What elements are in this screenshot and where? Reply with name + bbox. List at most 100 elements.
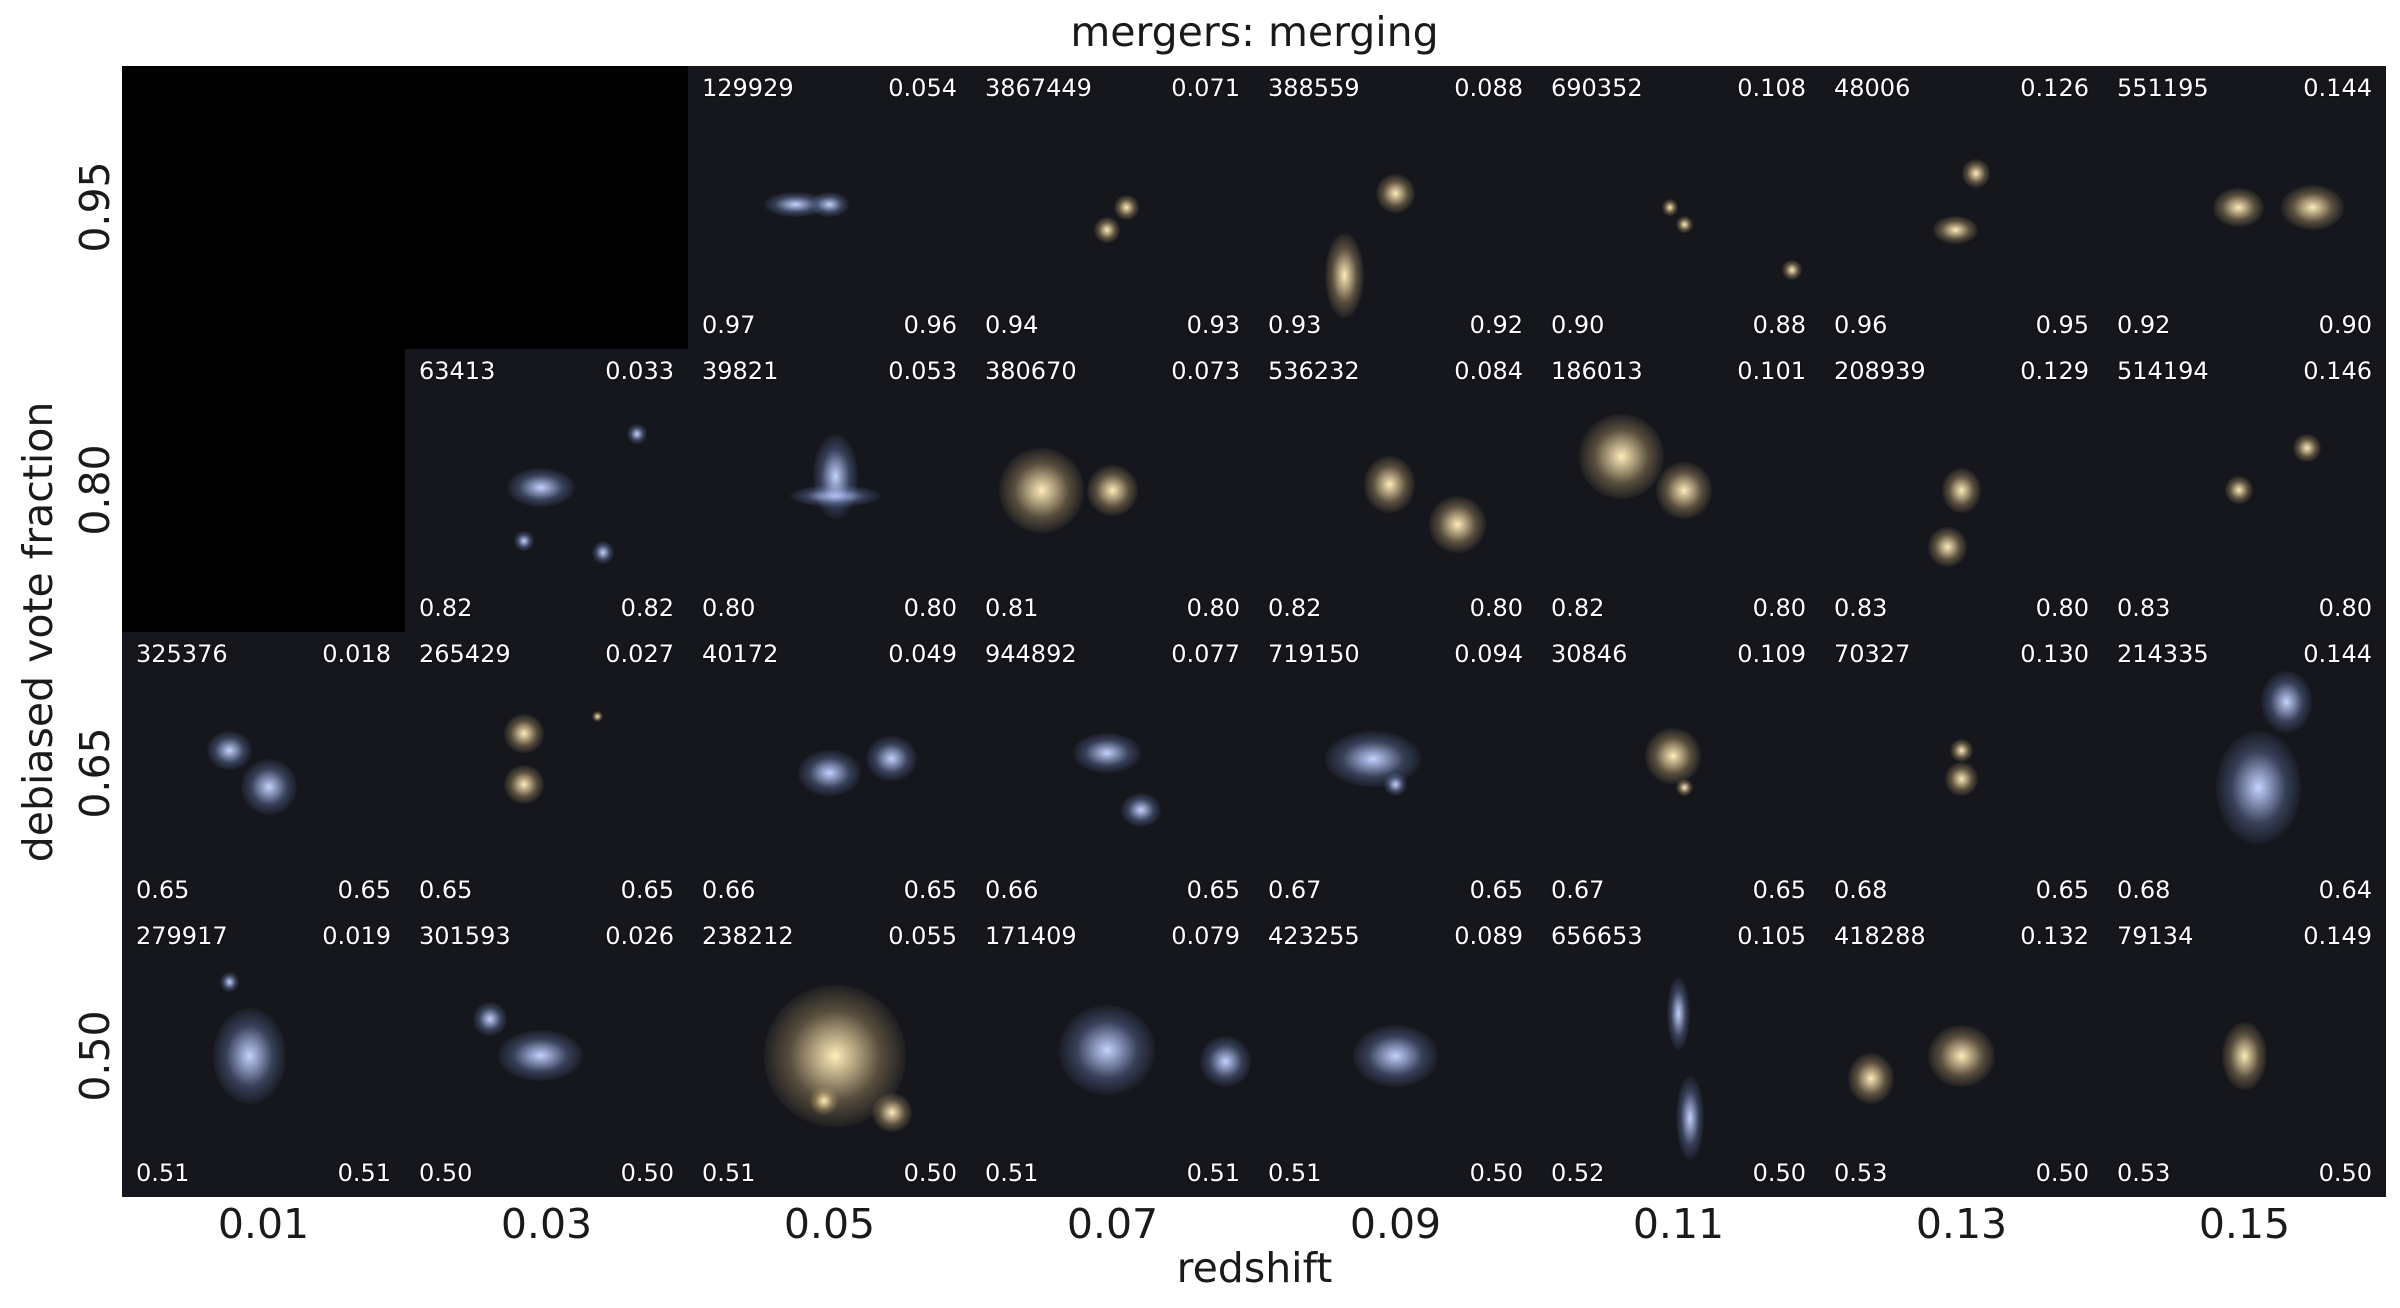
vote-fraction-left-label: 0.51	[985, 1159, 1039, 1187]
vote-fraction-left-label: 0.52	[1551, 1159, 1605, 1187]
galaxy-thumbnail: 129929 0.054 0.97 0.96	[688, 66, 971, 349]
galaxy-thumbnail: 418288 0.132 0.53 0.50	[1820, 914, 2103, 1197]
redshift-label: 0.084	[1454, 356, 1523, 385]
vote-fraction-right-label: 0.65	[1186, 876, 1240, 905]
galaxy-thumbnail: 279917 0.019 0.51 0.51	[122, 914, 405, 1197]
galaxy-blob	[2281, 184, 2344, 231]
vote-fraction-left-label: 0.80	[702, 593, 756, 622]
galaxy-thumbnail: 70327 0.130 0.68 0.65	[1820, 631, 2103, 915]
galaxy-thumbnail: 325376 0.018 0.65 0.65	[122, 631, 405, 915]
galaxy-blob	[498, 1030, 584, 1082]
galaxy-blob	[240, 758, 298, 816]
galaxy-thumbnail: 214335 0.144 0.68 0.64	[2103, 631, 2386, 915]
vote-fraction-left-label: 0.51	[1268, 1159, 1322, 1187]
redshift-label: 0.108	[1737, 74, 1806, 102]
x-tick-label: 0.09	[1349, 1200, 1442, 1248]
galaxy-blob	[1944, 761, 1979, 796]
vote-fraction-right-label: 0.50	[1469, 1159, 1523, 1187]
galaxy-blob	[1927, 1024, 1996, 1087]
galaxy-blob	[206, 730, 253, 771]
vote-fraction-left-label: 0.92	[2117, 310, 2171, 339]
galaxy-blob	[212, 1007, 287, 1104]
galaxy-blob	[1848, 1052, 1894, 1104]
vote-fraction-right-label: 0.51	[1186, 1159, 1240, 1187]
galaxy-thumbnail: 3867449 0.071 0.94 0.93	[971, 66, 1254, 349]
vote-fraction-right-label: 0.80	[1186, 593, 1240, 622]
redshift-label: 0.094	[1454, 639, 1523, 668]
redshift-label: 0.079	[1171, 922, 1240, 951]
x-tick-label: 0.13	[1915, 1200, 2008, 1248]
galaxy-blob	[1675, 1075, 1704, 1161]
galaxy-blob	[591, 710, 604, 723]
redshift-label: 0.053	[888, 356, 957, 385]
galaxy-blob	[1429, 495, 1487, 553]
x-tick-label: 0.15	[2198, 1200, 2291, 1248]
vote-fraction-right-label: 0.93	[1186, 310, 1240, 339]
galaxy-blob	[798, 750, 861, 796]
vote-fraction-right-label: 0.80	[1752, 593, 1806, 622]
object-id-label: 380670	[985, 356, 1077, 385]
galaxy-blob	[1675, 215, 1693, 233]
galaxy-blob	[1120, 792, 1161, 827]
galaxy-blob	[2213, 187, 2265, 228]
vote-fraction-right-label: 0.88	[1752, 310, 1806, 339]
x-tick-label: 0.11	[1632, 1200, 1725, 1248]
galaxy-blob	[1200, 1035, 1252, 1087]
galaxy-blob	[2224, 476, 2253, 505]
empty-cell	[122, 66, 405, 349]
galaxy-thumbnail: 63413 0.033 0.82 0.82	[405, 348, 688, 632]
galaxy-blob	[2216, 730, 2302, 844]
object-id-label: 214335	[2117, 639, 2209, 668]
vote-fraction-right-label: 0.65	[620, 876, 674, 905]
vote-fraction-right-label: 0.50	[1752, 1159, 1806, 1187]
galaxy-thumbnail: 536232 0.084 0.82 0.80	[1254, 348, 1537, 632]
vote-fraction-right-label: 0.80	[1469, 593, 1523, 622]
vote-fraction-left-label: 0.65	[136, 876, 190, 905]
vote-fraction-right-label: 0.64	[2318, 876, 2372, 905]
galaxy-blob	[1781, 259, 1802, 280]
vote-fraction-left-label: 0.96	[1834, 310, 1888, 339]
object-id-label: 388559	[1268, 74, 1360, 102]
x-axis-label: redshift	[1176, 1244, 1333, 1292]
vote-fraction-left-label: 0.81	[985, 593, 1039, 622]
galaxy-blob	[504, 764, 544, 805]
galaxy-blob	[1667, 976, 1690, 1051]
figure-title: mergers: merging	[1070, 8, 1439, 56]
vote-fraction-left-label: 0.97	[702, 310, 756, 339]
vote-fraction-right-label: 0.65	[2035, 876, 2089, 905]
object-id-label: 656653	[1551, 922, 1643, 951]
galaxy-blob	[999, 447, 1085, 533]
object-id-label: 186013	[1551, 356, 1643, 385]
galaxy-blob	[2261, 671, 2313, 734]
redshift-label: 0.049	[888, 639, 957, 668]
vote-fraction-right-label: 0.96	[903, 310, 957, 339]
object-id-label: 690352	[1551, 74, 1643, 102]
galaxy-image-grid: 129929 0.054 0.97 0.96 3867449 0.071 0.94 0.93 3…	[122, 66, 2386, 1197]
vote-fraction-left-label: 0.67	[1551, 876, 1605, 905]
empty-cell	[122, 348, 405, 632]
object-id-label: 39821	[702, 356, 779, 385]
galaxy-thumbnail: 39821 0.053 0.80 0.80	[688, 348, 971, 632]
y-tick-label: 0.95	[71, 161, 119, 254]
redshift-label: 0.033	[605, 356, 674, 385]
object-id-label: 3867449	[985, 74, 1092, 102]
redshift-label: 0.109	[1737, 639, 1806, 668]
redshift-label: 0.071	[1171, 74, 1240, 102]
galaxy-thumbnail: 551195 0.144 0.92 0.90	[2103, 66, 2386, 349]
vote-fraction-left-label: 0.51	[136, 1159, 190, 1187]
object-id-label: 238212	[702, 922, 794, 951]
redshift-label: 0.027	[605, 639, 674, 668]
vote-fraction-left-label: 0.66	[702, 876, 756, 905]
galaxy-thumbnail: 514194 0.146 0.83 0.80	[2103, 348, 2386, 632]
galaxy-blob	[1087, 464, 1138, 516]
object-id-label: 514194	[2117, 356, 2209, 385]
galaxy-blob	[472, 1001, 507, 1036]
redshift-label: 0.026	[605, 922, 674, 951]
object-id-label: 63413	[419, 356, 496, 385]
galaxy-blob	[513, 531, 534, 552]
galaxy-blob	[1950, 739, 1973, 762]
galaxy-blob	[1675, 778, 1693, 796]
vote-fraction-left-label: 0.82	[419, 593, 473, 622]
object-id-label: 536232	[1268, 356, 1360, 385]
redshift-label: 0.146	[2303, 356, 2372, 385]
